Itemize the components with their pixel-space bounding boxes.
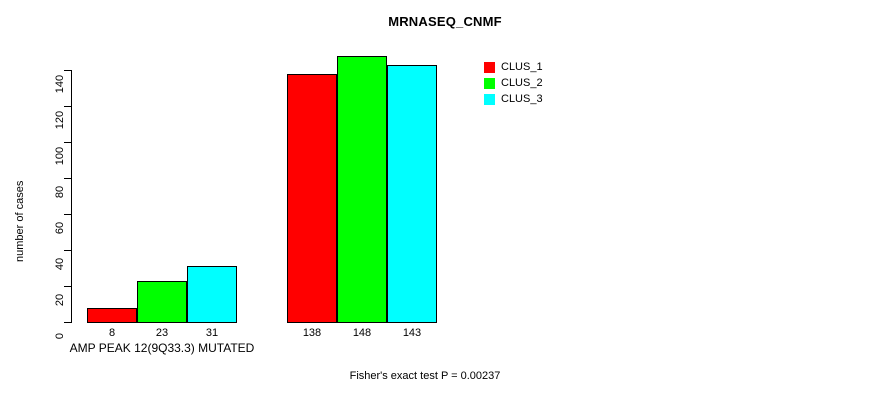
chart-title-text: MRNASEQ_CNMF xyxy=(388,14,502,29)
y-axis-tick xyxy=(64,70,71,71)
y-axis-tick-label: 20 xyxy=(54,293,66,307)
y-axis-tick-label: 140 xyxy=(54,74,66,94)
bar-clus_1-group2 xyxy=(287,74,337,323)
group-baseline xyxy=(87,322,237,323)
bar-clus_3-group1 xyxy=(187,266,237,323)
statistical-test-caption: Fisher's exact test P = 0.00237 xyxy=(0,370,890,382)
y-axis-tick xyxy=(64,142,71,143)
group-baseline xyxy=(287,322,437,323)
bar-value-label: 8 xyxy=(108,327,116,339)
bar-clus_1-group1 xyxy=(87,308,137,323)
bar-value-label: 148 xyxy=(352,327,372,339)
y-axis-title: number of cases xyxy=(14,180,26,262)
bar-value-label: 138 xyxy=(302,327,322,339)
legend-item-label: CLUS_2 xyxy=(501,77,543,89)
chart-title: MRNASEQ_CNMF xyxy=(0,14,890,29)
y-axis-tick-label: 40 xyxy=(54,257,66,271)
legend-color-swatch xyxy=(484,62,495,73)
legend-item-label: CLUS_1 xyxy=(501,61,543,73)
statistical-test-text: Fisher's exact test P = 0.00237 xyxy=(349,370,501,382)
bar-clus_2-group1 xyxy=(137,281,187,323)
legend-item-clus_2: CLUS_2 xyxy=(484,76,543,91)
y-axis-tick xyxy=(64,214,71,215)
y-axis-tick-label: 100 xyxy=(54,146,66,166)
legend-item-label: CLUS_3 xyxy=(501,93,543,105)
y-axis-line xyxy=(71,70,72,323)
y-axis-tick xyxy=(64,178,71,179)
y-axis-tick-label: 80 xyxy=(54,185,66,199)
legend-color-swatch xyxy=(484,94,495,105)
bar-value-label: 23 xyxy=(155,327,169,339)
y-axis-tick-label: 60 xyxy=(54,221,66,235)
legend: CLUS_1 CLUS_2 CLUS_3 xyxy=(484,60,543,108)
legend-item-clus_1: CLUS_1 xyxy=(484,60,543,75)
group-x-axis-label: AMP PEAK 12(9Q33.3) MUTATED xyxy=(69,341,255,355)
bar-value-label: 31 xyxy=(205,327,219,339)
y-axis-tick xyxy=(64,106,71,107)
bar-clus_2-group2 xyxy=(337,56,387,323)
y-axis-tick xyxy=(64,286,71,287)
y-axis-tick-label: 120 xyxy=(54,110,66,130)
legend-item-clus_3: CLUS_3 xyxy=(484,92,543,107)
bar-clus_3-group2 xyxy=(387,65,437,323)
bar-value-label: 143 xyxy=(402,327,422,339)
y-axis-tick xyxy=(64,250,71,251)
legend-color-swatch xyxy=(484,78,495,89)
y-axis-tick xyxy=(64,322,71,323)
